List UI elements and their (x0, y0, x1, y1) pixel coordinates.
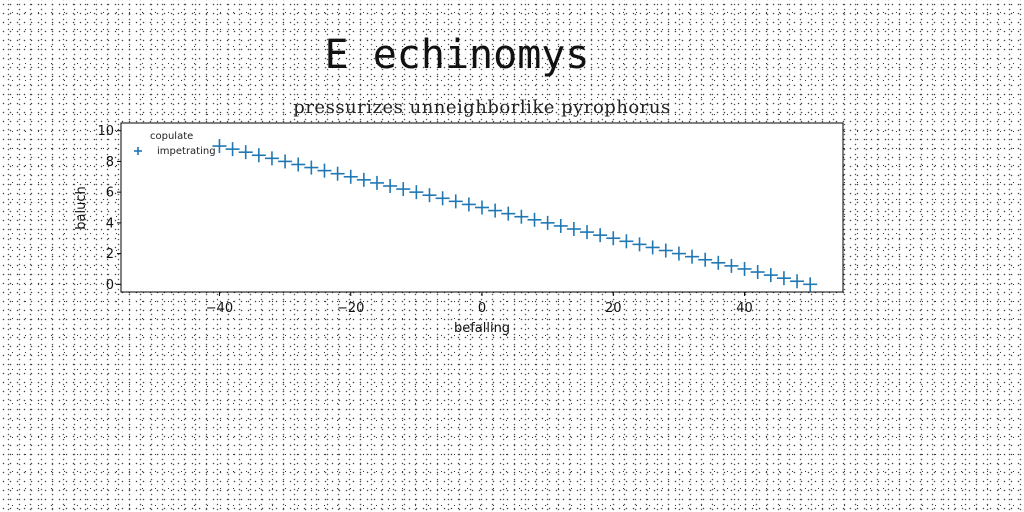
y-tick-label: 2 (106, 247, 114, 262)
data-point (369, 175, 384, 190)
data-point (685, 249, 700, 264)
data-point (606, 231, 621, 246)
data-point (553, 218, 568, 233)
legend: copulate impetrating (134, 131, 216, 157)
data-point (212, 139, 227, 154)
legend-entry-impetrating: impetrating (157, 146, 216, 157)
data-point (658, 243, 673, 258)
data-point (619, 234, 634, 249)
x-tick-label: −20 (337, 301, 364, 316)
data-point (343, 169, 358, 184)
data-point (461, 197, 476, 212)
data-point (278, 154, 293, 169)
data-point (593, 228, 608, 243)
data-point (566, 222, 581, 237)
data-point (225, 142, 240, 157)
x-axis-label: befalling (454, 321, 510, 336)
data-point (711, 255, 726, 270)
y-tick-label: 10 (97, 124, 114, 139)
legend-title: copulate (150, 131, 193, 142)
data-point (251, 148, 266, 163)
data-point (803, 277, 818, 292)
data-point (396, 182, 411, 197)
chart-title: pressurizes unneighborlike pyrophorus (293, 97, 670, 118)
x-tick-label: 0 (478, 301, 486, 316)
data-point (514, 209, 529, 224)
data-point (475, 200, 489, 215)
data-point (435, 191, 450, 206)
y-axis-label: baluch (74, 186, 89, 229)
y-tick-label: 4 (106, 216, 114, 231)
y-tick-label: 6 (106, 186, 114, 201)
x-tick-label: 20 (605, 301, 622, 316)
data-point (330, 166, 345, 181)
data-point (527, 212, 542, 227)
series-impetrating (212, 139, 818, 292)
data-point (488, 203, 503, 218)
data-point (304, 160, 319, 175)
chart-suptitle: E echinomys (325, 32, 590, 78)
y-tick-label: 8 (106, 155, 114, 170)
data-point (501, 206, 516, 221)
data-point (698, 252, 713, 267)
data-point (737, 261, 752, 276)
data-point (317, 163, 332, 178)
data-point (448, 194, 463, 209)
data-point (645, 240, 660, 255)
data-point (724, 258, 739, 273)
data-point (422, 188, 437, 203)
x-tick-label: 40 (736, 301, 753, 316)
data-point (238, 145, 253, 160)
y-axis-ticks: 0 2 4 6 8 10 (97, 124, 121, 293)
y-tick-label: 0 (106, 278, 114, 293)
data-point (671, 246, 686, 261)
data-point (776, 271, 791, 286)
legend-marker (134, 147, 142, 155)
data-point (632, 237, 647, 252)
data-point (750, 265, 765, 280)
data-point (540, 215, 555, 230)
x-axis-ticks: −40 −20 0 20 40 (206, 292, 753, 316)
data-point (383, 178, 398, 193)
data-point (409, 185, 424, 200)
data-point (291, 157, 306, 172)
x-tick-label: −40 (206, 301, 233, 316)
data-point (790, 274, 805, 289)
data-point (763, 268, 778, 283)
data-point (580, 225, 595, 240)
data-point (264, 151, 279, 166)
data-point (356, 172, 371, 187)
plot-frame (120, 122, 844, 293)
